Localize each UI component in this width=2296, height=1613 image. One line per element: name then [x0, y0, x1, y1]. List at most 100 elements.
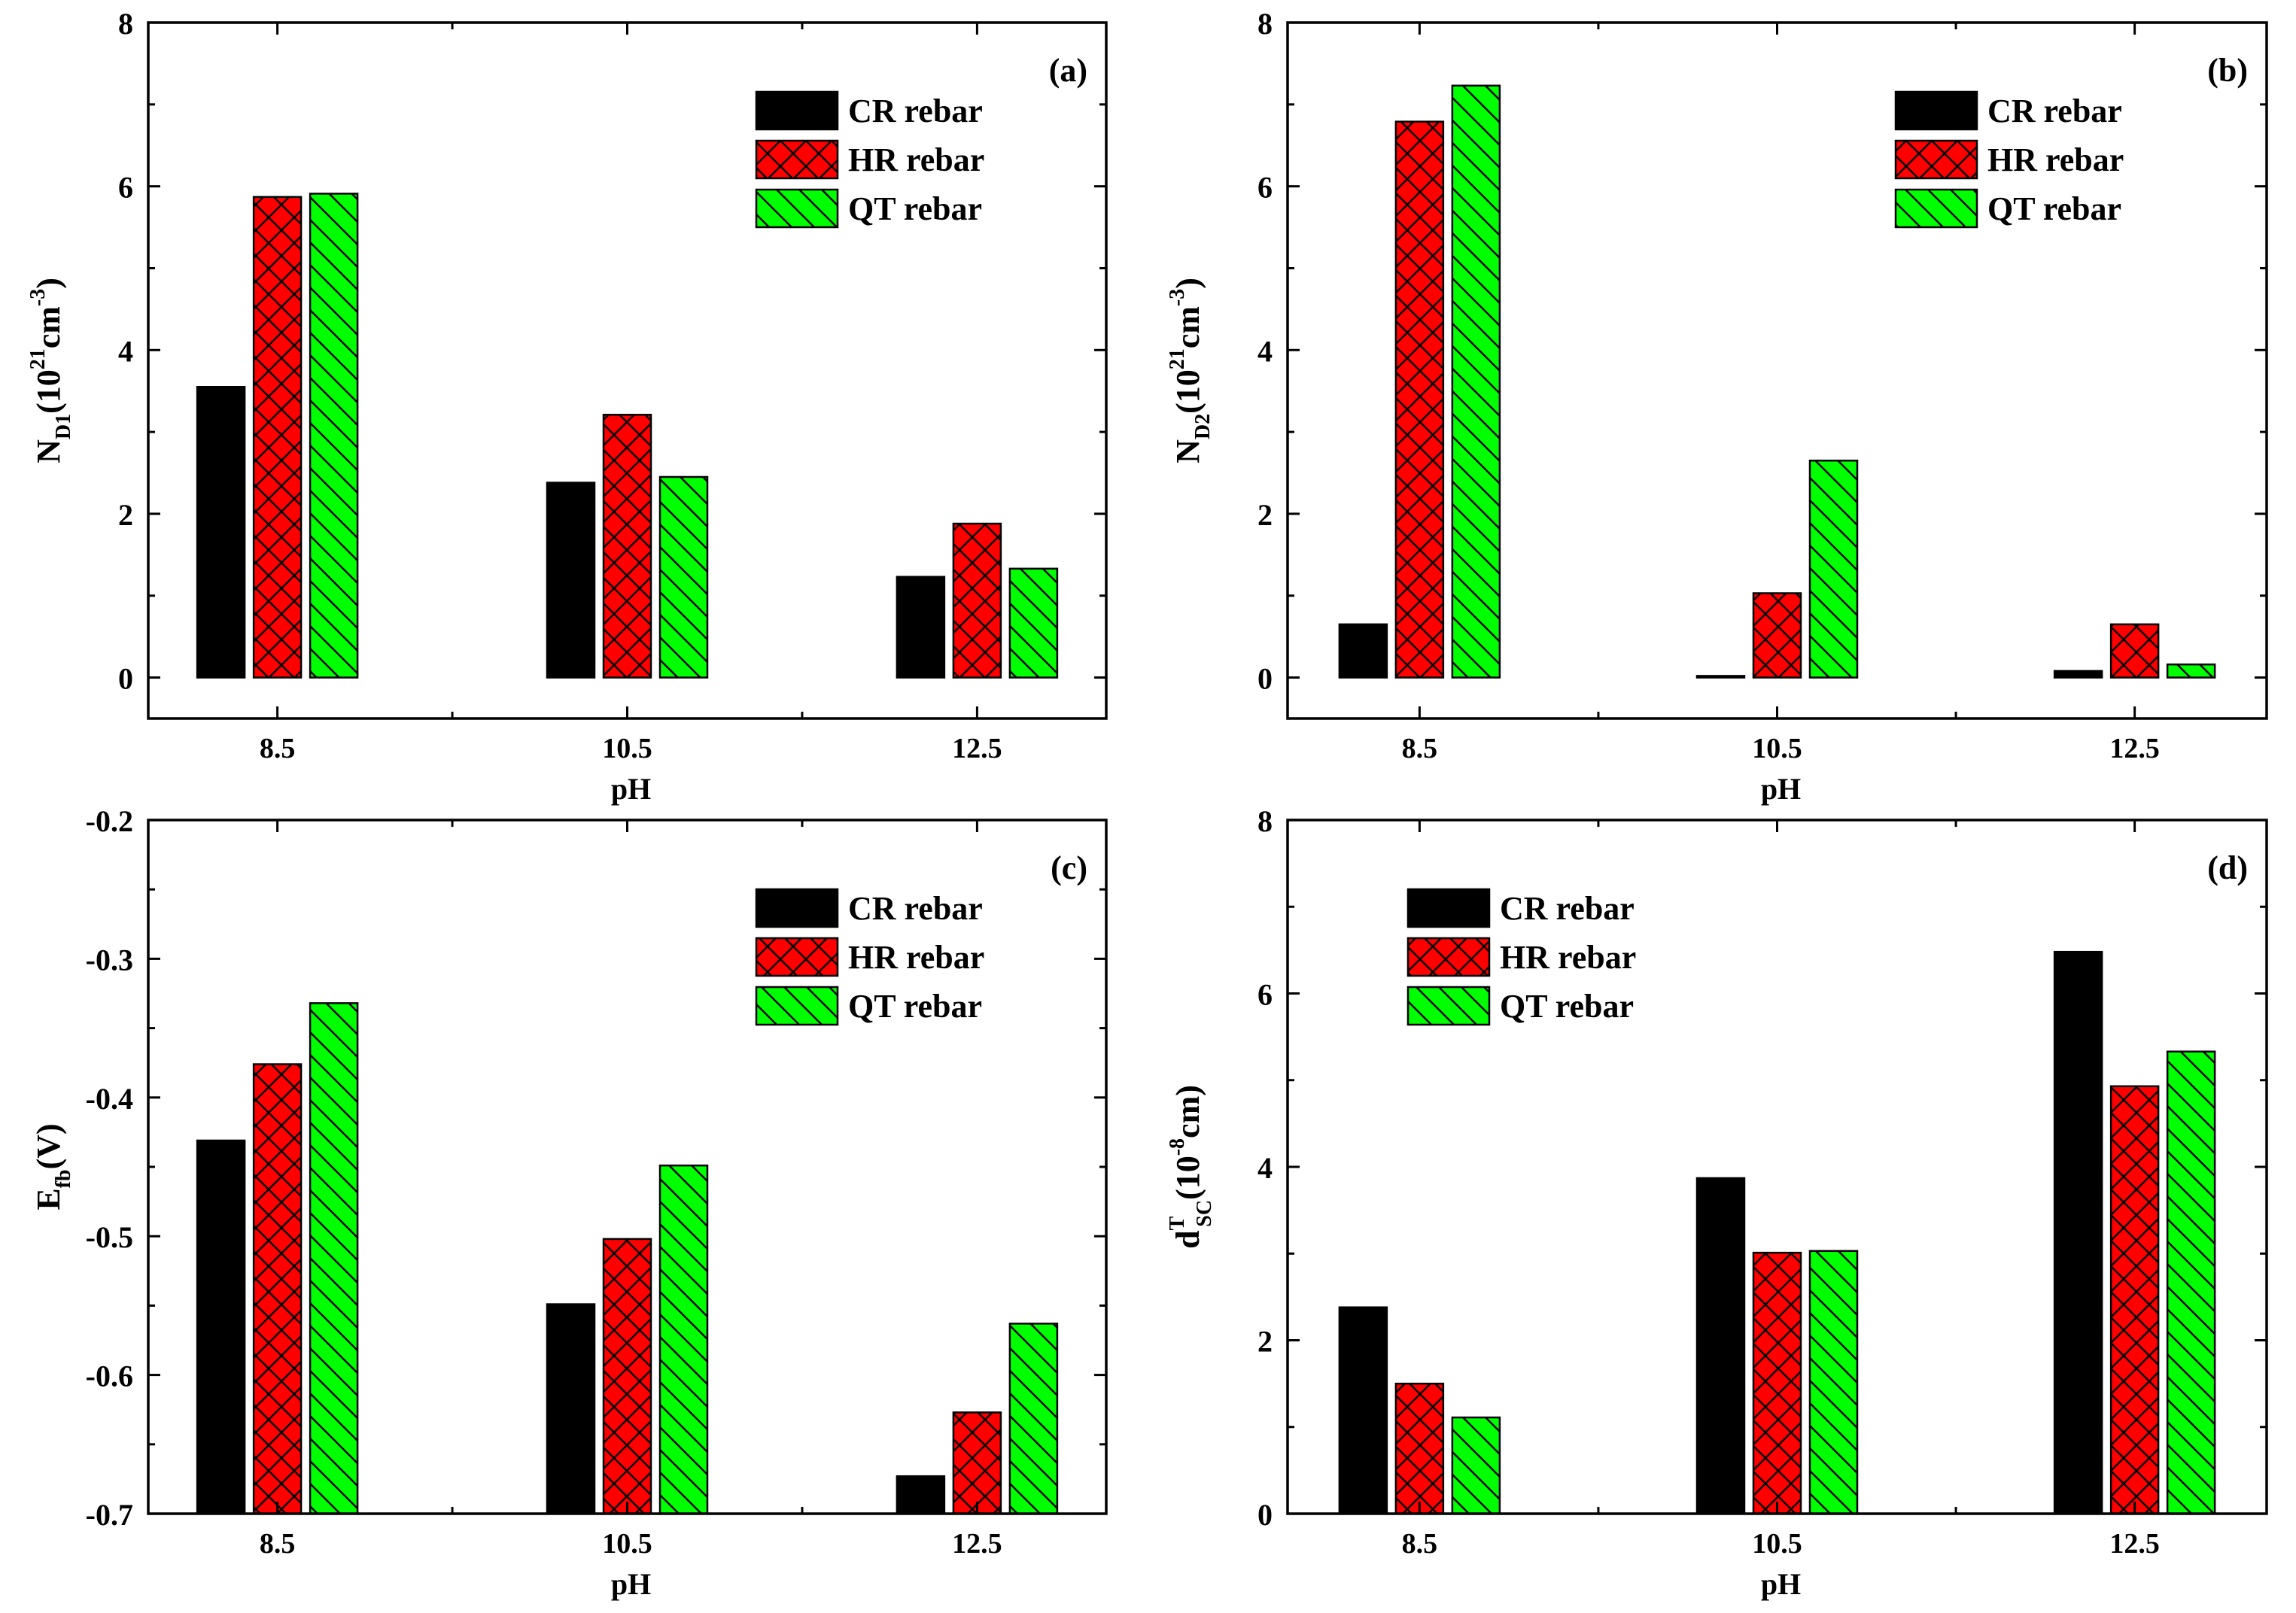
bar-qt-10_5: [1808, 1250, 1859, 1515]
y-tick-label: -0.2: [86, 804, 133, 838]
panel-label: (c): [1051, 849, 1087, 886]
chart-panel-a: 0 2 4 6 8 8.5 10.5 12.5 pH (a) ND1(1021cm-3) CR reb…: [26, 7, 1108, 806]
bar-cr-10_5: [1695, 675, 1746, 679]
x-axis-label: pH: [1761, 772, 1801, 806]
x-tick-label: 12.5: [2109, 733, 2160, 764]
x-tick-label: 10.5: [602, 1528, 652, 1560]
panel-label: (b): [2207, 52, 2248, 89]
y-label-unit: cm: [1169, 1096, 1206, 1138]
bar-qt-10_5: [658, 1164, 709, 1515]
bar-hr-8_5: [252, 196, 303, 679]
x-tick-label: 10.5: [1752, 1528, 1802, 1560]
legend-label-hr: HR rebar: [1500, 939, 1636, 976]
y-label-unit-exp: -3: [26, 289, 50, 306]
y-label-base: E: [30, 1188, 67, 1210]
y-label-close: ): [30, 278, 67, 289]
y-label-tail: (10: [1169, 1156, 1206, 1200]
bar-hr-8_5: [1394, 1382, 1445, 1515]
x-tick-label: 8.5: [1402, 733, 1438, 764]
y-tick-label: 4: [1257, 1151, 1273, 1185]
y-label-tail: (V): [30, 1123, 67, 1169]
legend-swatch-cr: [1894, 90, 1978, 131]
y-tick-label: 8: [1257, 7, 1273, 41]
y-label-base: N: [1169, 439, 1206, 463]
y-tick-label: 8: [1257, 804, 1273, 838]
bar-cr-12_5: [896, 576, 946, 679]
bar-cr-8_5: [196, 1139, 246, 1515]
y-label-exp: 21: [26, 348, 50, 369]
bar-hr-10_5: [602, 1238, 652, 1515]
y-tick-label: -0.3: [86, 943, 133, 977]
y-tick-label: -0.6: [86, 1359, 133, 1393]
chart-panel-c: -0.7 -0.6 -0.5 -0.4 -0.3 -0.2 8.5 10.5 12.5 pH (c)…: [30, 804, 1108, 1601]
y-label-exp: -8: [1166, 1138, 1189, 1156]
y-axis-label: dT SC(10-8cm): [1166, 1085, 1216, 1249]
legend-swatch-hr: [755, 937, 839, 977]
bar-hr-8_5: [252, 1063, 303, 1515]
y-label-tail: (10: [1169, 369, 1206, 414]
y-label-sup: T: [1166, 1216, 1189, 1230]
y-label-base: N: [30, 439, 67, 463]
bar-hr-10_5: [1752, 592, 1802, 679]
legend-label-cr: CR rebar: [1500, 890, 1635, 927]
legend-label-cr: CR rebar: [848, 93, 983, 129]
bar-qt-8_5: [309, 1002, 359, 1515]
bar-hr-10_5: [602, 414, 652, 679]
legend-label-qt: QT rebar: [1500, 988, 1634, 1025]
x-axis-label: pH: [611, 772, 651, 806]
legend-swatch-cr: [1406, 888, 1491, 928]
y-label-sub: D1: [52, 414, 75, 439]
legend-label-cr: CR rebar: [1987, 93, 2122, 129]
legend: CR rebar HR rebar QT rebar: [755, 888, 984, 1026]
x-tick-label: 10.5: [602, 733, 652, 764]
bar-qt-12_5: [1008, 567, 1059, 679]
panel-label: (d): [2207, 849, 2248, 886]
legend-swatch-qt: [755, 986, 839, 1026]
y-tick-label: 6: [118, 171, 133, 205]
bar-cr-12_5: [2053, 670, 2103, 679]
y-label-sub: SC: [1193, 1200, 1216, 1227]
legend-swatch-qt: [755, 188, 839, 229]
legend-label-hr: HR rebar: [848, 939, 984, 976]
y-tick-label: 6: [1257, 171, 1273, 205]
y-axis-label: ND1(1021cm-3): [26, 278, 75, 463]
x-axis-label: pH: [611, 1567, 651, 1601]
y-tick-label: 8: [118, 7, 133, 41]
legend-swatch-qt: [1406, 986, 1491, 1026]
x-tick-label: 12.5: [2109, 1528, 2160, 1560]
y-label-unit: cm: [1169, 306, 1206, 348]
y-tick-label: 4: [118, 334, 133, 368]
y-label-sub: D2: [1191, 414, 1215, 439]
legend-swatch-qt: [1894, 188, 1978, 229]
bar-cr-12_5: [896, 1475, 946, 1515]
y-label-base: d: [1169, 1230, 1206, 1248]
y-tick-label: 6: [1257, 978, 1273, 1012]
legend-label-qt: QT rebar: [848, 988, 982, 1025]
y-label-close: ): [1169, 1085, 1206, 1096]
legend-swatch-cr: [755, 90, 839, 131]
bar-cr-12_5: [2053, 950, 2103, 1515]
bar-hr-12_5: [2109, 1085, 2160, 1515]
y-tick-label: 0: [1257, 1498, 1273, 1532]
bar-hr-12_5: [2109, 623, 2160, 679]
y-tick-label: -0.7: [86, 1498, 133, 1532]
legend-label-hr: HR rebar: [848, 141, 984, 178]
y-label-unit: cm: [30, 306, 67, 348]
bar-hr-12_5: [952, 522, 1002, 679]
x-tick-label: 12.5: [952, 1528, 1002, 1560]
y-tick-label: 2: [1257, 498, 1273, 532]
legend-label-qt: QT rebar: [1987, 190, 2121, 227]
bar-cr-8_5: [1338, 1306, 1388, 1515]
y-label-sub: fb: [52, 1169, 75, 1188]
bar-hr-10_5: [1752, 1251, 1802, 1515]
x-axis-label: pH: [1761, 1567, 1801, 1601]
bar-qt-12_5: [2166, 663, 2216, 679]
bar-qt-12_5: [2166, 1050, 2216, 1515]
legend-swatch-hr: [1894, 139, 1978, 180]
legend-swatch-hr: [755, 139, 839, 180]
legend: CR rebar HR rebar QT rebar: [1894, 90, 2124, 229]
y-tick-label: 2: [118, 498, 133, 532]
y-axis-label: Efb(V): [30, 1123, 75, 1210]
bar-qt-10_5: [658, 475, 709, 679]
